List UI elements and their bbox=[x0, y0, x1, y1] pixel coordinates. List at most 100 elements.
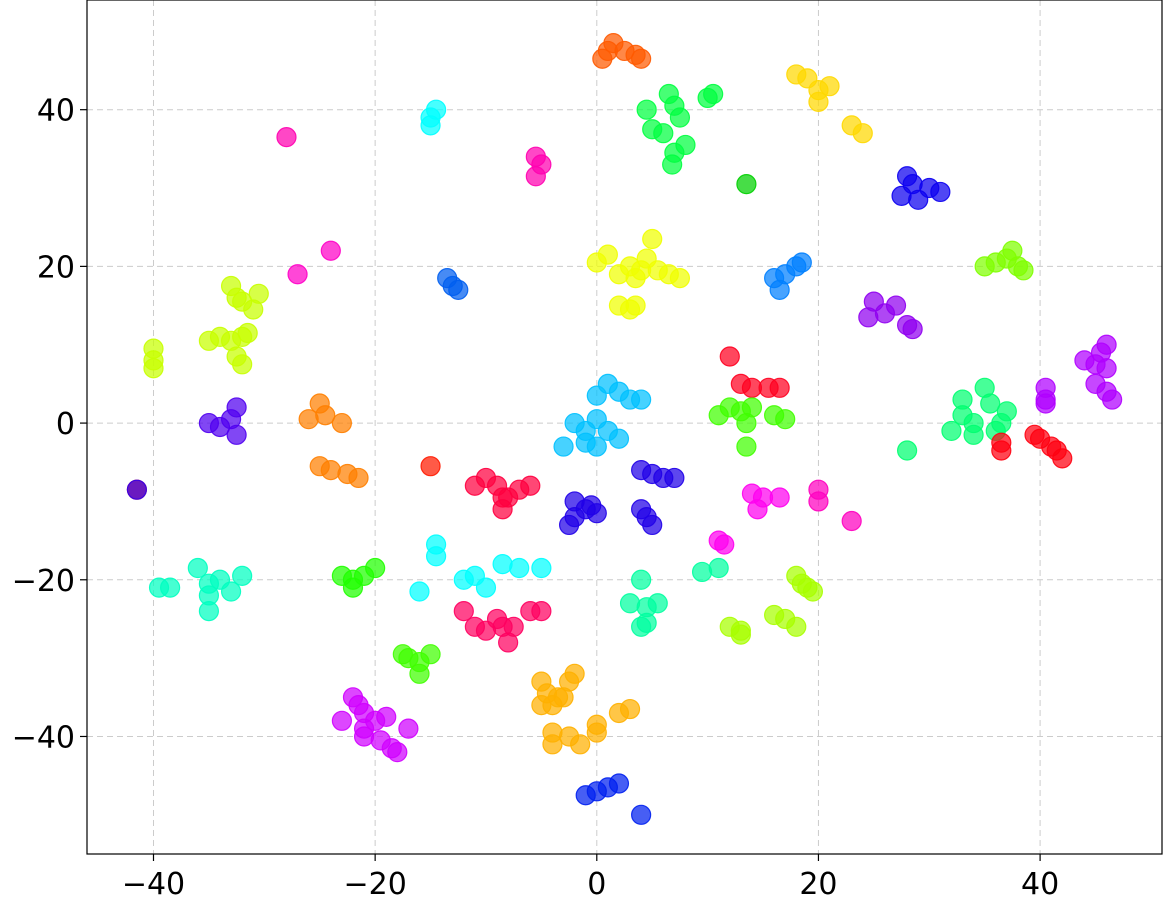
scatter-point bbox=[619, 698, 641, 720]
scatter-point bbox=[143, 358, 164, 379]
scatter-point bbox=[631, 569, 652, 590]
scatter-point bbox=[525, 166, 546, 187]
scatter-point bbox=[963, 424, 984, 445]
scatter-point bbox=[287, 264, 308, 285]
scatter-point bbox=[625, 295, 646, 316]
scatter-point bbox=[586, 436, 607, 457]
x-tick-label: −40 bbox=[122, 867, 185, 902]
scatter-point bbox=[503, 616, 524, 637]
scatter-point bbox=[930, 181, 951, 203]
scatter-point bbox=[608, 428, 630, 449]
scatter-point bbox=[353, 726, 375, 747]
scatter-point bbox=[553, 436, 574, 457]
scatter-point bbox=[631, 389, 652, 410]
scatter-point bbox=[365, 557, 386, 579]
scatter-point bbox=[597, 244, 618, 265]
scatter-point bbox=[885, 295, 907, 316]
scatter-point bbox=[808, 491, 829, 512]
scatter-point bbox=[248, 283, 269, 304]
scatter-point bbox=[387, 742, 408, 763]
scatter-point bbox=[1096, 358, 1117, 379]
scatter-point bbox=[996, 401, 1017, 422]
scatter-point bbox=[631, 48, 652, 69]
scatter-point bbox=[126, 479, 147, 500]
scatter-point bbox=[425, 546, 447, 567]
scatter-point bbox=[708, 557, 729, 579]
scatter-point bbox=[420, 456, 441, 477]
scatter-point bbox=[1035, 393, 1056, 414]
scatter-point bbox=[852, 123, 873, 144]
scatter-point bbox=[420, 644, 441, 665]
scatter-point bbox=[232, 565, 253, 586]
scatter-point bbox=[653, 123, 674, 144]
scatter-point bbox=[691, 561, 713, 583]
scatter-point bbox=[475, 577, 497, 598]
scatter-point bbox=[631, 616, 652, 637]
scatter-point bbox=[376, 706, 397, 727]
scatter-point bbox=[1102, 389, 1123, 410]
y-tick-label: 0 bbox=[56, 407, 75, 442]
scatter-point bbox=[902, 318, 923, 340]
scatter-point bbox=[509, 557, 530, 579]
scatter-point bbox=[636, 99, 657, 120]
y-tick-label: 40 bbox=[37, 94, 75, 129]
scatter-point bbox=[160, 577, 181, 598]
scatter-point bbox=[747, 499, 768, 520]
scatter-point bbox=[586, 722, 607, 743]
x-tick-label: 0 bbox=[587, 867, 606, 902]
scatter-point bbox=[736, 436, 757, 457]
scatter-point bbox=[714, 534, 735, 555]
scatter-point bbox=[520, 475, 541, 496]
scatter-point bbox=[542, 695, 563, 716]
scatter-point bbox=[730, 624, 751, 645]
scatter-point bbox=[531, 601, 552, 622]
scatter-point bbox=[675, 134, 696, 156]
scatter-point bbox=[198, 601, 220, 622]
scatter-point bbox=[226, 397, 247, 418]
scatter-point bbox=[775, 409, 796, 430]
scatter-point bbox=[187, 557, 208, 579]
y-tick-label: 20 bbox=[37, 250, 75, 285]
scatter-point bbox=[331, 412, 352, 434]
scatter-point bbox=[348, 467, 369, 489]
scatter-point bbox=[703, 83, 724, 105]
scatter-point bbox=[664, 467, 685, 489]
x-tick-label: 40 bbox=[1021, 867, 1059, 902]
scatter-point bbox=[409, 581, 430, 602]
scatter-point bbox=[642, 228, 663, 250]
scatter-point bbox=[448, 279, 469, 300]
y-tick-label: −40 bbox=[12, 720, 75, 755]
scatter-point bbox=[220, 581, 242, 602]
scatter-point bbox=[631, 804, 652, 825]
scatter-point bbox=[1052, 448, 1073, 469]
scatter-point bbox=[331, 710, 352, 731]
scatter-point bbox=[453, 601, 474, 622]
scatter-point bbox=[952, 389, 973, 410]
scatter-point bbox=[542, 734, 563, 755]
scatter-point bbox=[841, 510, 862, 532]
scatter-point bbox=[564, 663, 585, 684]
scatter-point bbox=[619, 593, 641, 614]
x-axis: −40 −20 0 20 40 bbox=[122, 854, 1059, 902]
scatter-point bbox=[409, 663, 430, 684]
scatter-point bbox=[315, 405, 336, 426]
plot-frame bbox=[86, 0, 1163, 855]
scatter-point bbox=[608, 773, 630, 794]
y-axis: −40 −20 0 20 40 bbox=[12, 94, 87, 755]
scatter-point bbox=[769, 487, 790, 508]
scatter-point bbox=[398, 718, 419, 739]
scatter-point bbox=[492, 554, 513, 575]
scatter-point bbox=[769, 377, 790, 398]
scatter-point bbox=[791, 252, 812, 273]
scatter-point bbox=[320, 240, 341, 261]
x-tick-label: 20 bbox=[799, 867, 837, 902]
scatter-point bbox=[802, 581, 824, 602]
x-tick-label: −20 bbox=[343, 867, 406, 902]
scatter-point bbox=[586, 503, 607, 524]
scatter-point bbox=[531, 557, 552, 579]
points-layer bbox=[126, 32, 1123, 825]
scatter-point bbox=[897, 440, 918, 461]
scatter-point bbox=[941, 420, 962, 442]
scatter-point bbox=[642, 514, 663, 536]
